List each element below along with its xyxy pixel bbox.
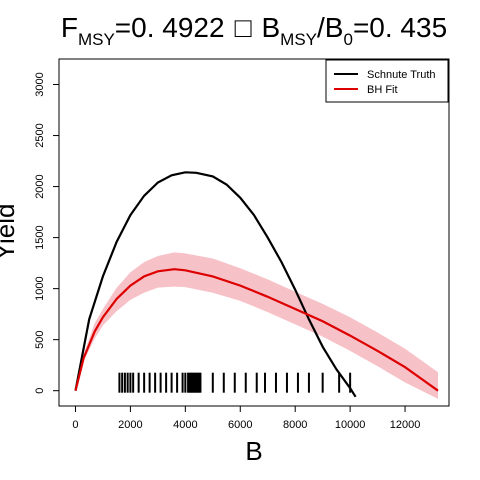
y-tick-label: 2000 — [34, 174, 46, 198]
title-b-symbol: B — [261, 12, 280, 43]
title-b0-prefix: /B — [317, 12, 343, 43]
x-tick-label: 4000 — [173, 419, 197, 431]
x-axis-label: B — [245, 436, 262, 466]
y-tick-label: 3000 — [34, 72, 46, 96]
x-tick-label: 10000 — [335, 419, 366, 431]
title-f-sub: MSY — [78, 30, 115, 49]
x-axis: 0 2000 4000 6000 8000 10000 12000 — [72, 405, 421, 431]
y-tick-label: 1500 — [34, 225, 46, 249]
confidence-band-layer — [75, 252, 438, 399]
series-layer — [74, 171, 439, 398]
title-separator: □ — [235, 12, 252, 43]
legend: Schnute Truth BH Fit — [325, 59, 449, 103]
x-tick-label: 12000 — [390, 419, 421, 431]
y-tick-label: 1000 — [34, 276, 46, 300]
legend-label-bh: BH Fit — [367, 84, 398, 96]
y-axis: 0 500 1000 1500 2000 2500 3000 — [34, 72, 60, 394]
legend-box — [325, 59, 449, 103]
x-tick-label: 0 — [72, 419, 78, 431]
title-b-sub: MSY — [280, 30, 317, 49]
title-f-value: =0. 4922 — [115, 12, 225, 43]
chart-title: FMSY=0. 4922 □ BMSY/B0=0. 435 — [61, 12, 447, 49]
rug-layer — [118, 372, 352, 393]
y-tick-label: 500 — [34, 330, 46, 348]
title-f-symbol: F — [61, 12, 78, 43]
schnute-truth-line — [74, 171, 357, 398]
x-tick-label: 8000 — [283, 419, 307, 431]
y-tick-label: 2500 — [34, 123, 46, 147]
y-tick-label: 0 — [34, 388, 46, 394]
title-b0-sub: 0 — [343, 30, 352, 49]
legend-label-schnute: Schnute Truth — [367, 69, 436, 81]
bh-fit-line — [74, 268, 439, 392]
x-tick-label: 2000 — [118, 419, 142, 431]
y-axis-label: Yield — [0, 204, 20, 261]
x-tick-label: 6000 — [228, 419, 252, 431]
title-b-value: =0. 435 — [353, 12, 447, 43]
bh-confidence-band — [75, 252, 438, 399]
